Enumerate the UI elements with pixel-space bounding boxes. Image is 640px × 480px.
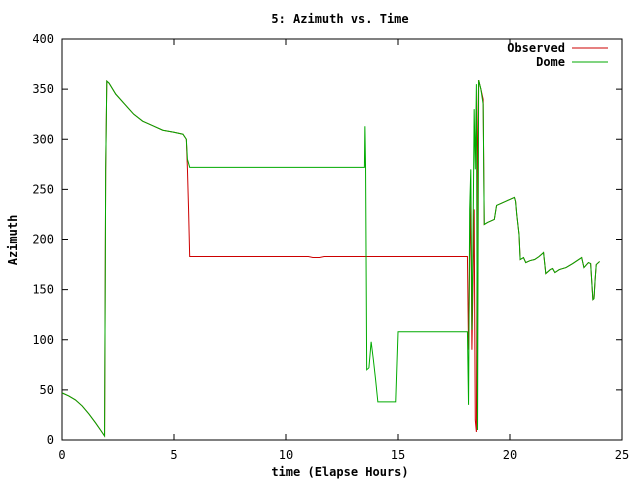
y-axis: 0 50 100 150 200 250 300 350 400: [32, 32, 622, 447]
y-tick-label: 150: [32, 283, 54, 297]
series-line-dome: [61, 79, 600, 438]
y-tick-label: 400: [32, 32, 54, 46]
x-tick-label: 20: [503, 448, 517, 462]
y-tick-label: 100: [32, 333, 54, 347]
series-line-observed: [61, 79, 600, 438]
y-tick-label: 300: [32, 132, 54, 146]
legend-label-observed: Observed: [507, 41, 565, 55]
y-tick-label: 350: [32, 82, 54, 96]
y-tick-label: 50: [40, 383, 54, 397]
y-axis-label: Azimuth: [6, 215, 20, 266]
chart-title: 5: Azimuth vs. Time: [271, 12, 408, 26]
x-tick-label: 10: [279, 448, 293, 462]
x-axis-label: time (Elapse Hours): [271, 465, 408, 479]
y-tick-label: 200: [32, 233, 54, 247]
x-tick-label: 25: [615, 448, 629, 462]
legend-label-dome: Dome: [536, 55, 565, 69]
y-tick-label: 250: [32, 182, 54, 196]
x-tick-label: 15: [391, 448, 405, 462]
x-axis: 0 5 10 15 20 25: [58, 39, 629, 462]
x-tick-label: 5: [170, 448, 177, 462]
plot-frame: [61, 38, 623, 441]
x-tick-label: 0: [58, 448, 65, 462]
y-tick-label: 0: [47, 433, 54, 447]
series-layer: [61, 79, 600, 438]
